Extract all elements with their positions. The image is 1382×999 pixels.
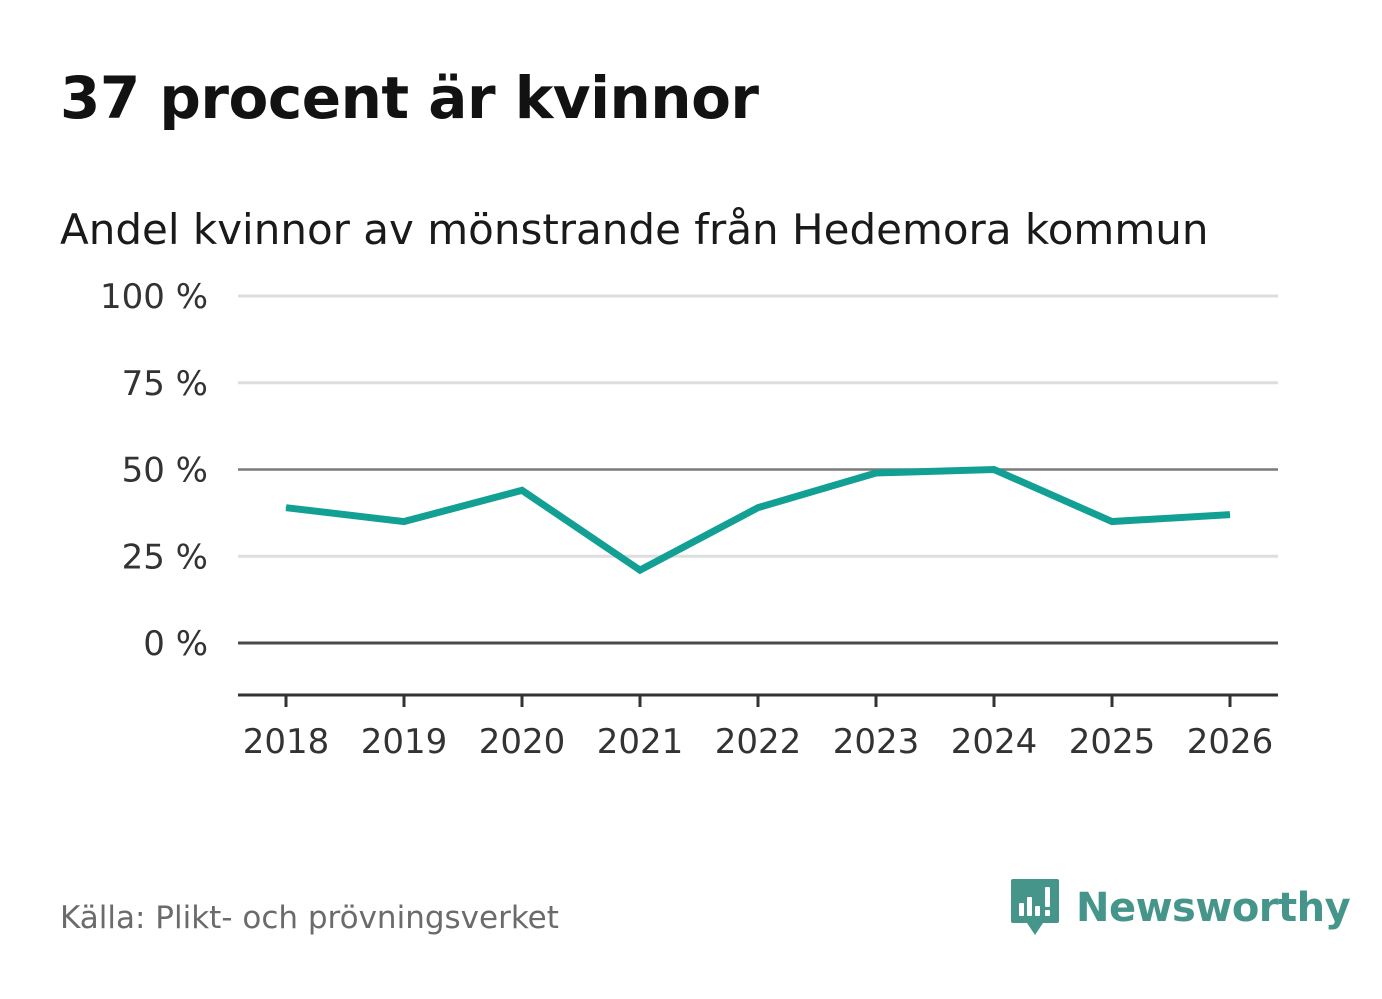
y-tick-label: 100 % — [100, 277, 208, 317]
x-tick-label: 2025 — [1069, 722, 1156, 762]
y-tick-label: 0 % — [143, 624, 208, 664]
x-tick-label: 2021 — [597, 722, 684, 762]
data-point-2022 — [757, 507, 759, 509]
data-point-2025 — [1111, 521, 1113, 523]
data-point-2021 — [639, 569, 641, 571]
data-point-2023 — [875, 472, 877, 474]
source-note: Källa: Plikt- och prövningsverket — [60, 900, 559, 936]
x-tick-label: 2026 — [1187, 722, 1274, 762]
chart-subtitle: Andel kvinnor av mönstrande från Hedemor… — [60, 205, 1209, 254]
x-tick-label: 2024 — [951, 722, 1038, 762]
chart-title: 37 procent är kvinnor — [60, 64, 759, 132]
x-tick-label: 2023 — [833, 722, 920, 762]
y-tick-label: 75 % — [122, 364, 208, 404]
data-point-2020 — [521, 489, 523, 491]
data-point-2024 — [993, 469, 995, 470]
brand-logo: Newsworthy — [1010, 876, 1351, 940]
brand-name: Newsworthy — [1076, 885, 1351, 931]
y-tick-label: 25 % — [122, 537, 208, 577]
x-tick-label: 2018 — [243, 722, 330, 762]
data-point-2019 — [403, 521, 405, 523]
x-tick-label: 2020 — [479, 722, 566, 762]
newsworthy-logo-icon — [1011, 879, 1059, 935]
y-tick-label: 50 % — [122, 451, 208, 491]
series-layer — [285, 465, 1231, 575]
data-point-2026 — [1229, 514, 1231, 516]
x-axis: 2018 2019 2020 2021 2022 2023 2024 2025 2026 — [238, 693, 1278, 762]
data-point-2018 — [285, 507, 287, 509]
grid-layer: 0 % 25 % 50 % 75 % 100 % — [100, 277, 1278, 664]
x-tick-label: 2022 — [715, 722, 802, 762]
x-tick-label: 2019 — [361, 722, 448, 762]
